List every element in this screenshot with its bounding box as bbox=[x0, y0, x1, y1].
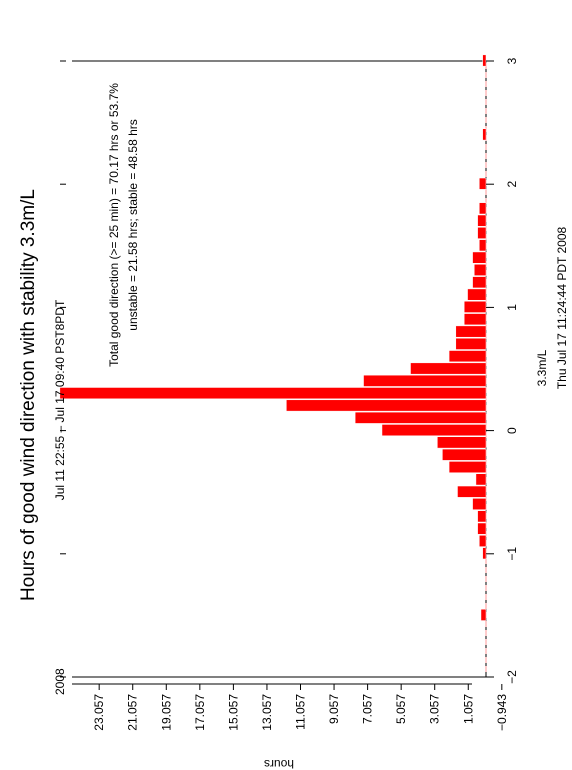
y-tick-label: 13.057 bbox=[260, 694, 274, 731]
bar bbox=[477, 227, 487, 239]
bar bbox=[448, 350, 487, 363]
y-tick-label: 19.057 bbox=[159, 694, 173, 731]
bar bbox=[479, 177, 487, 190]
bar-series bbox=[59, 54, 487, 621]
bar bbox=[455, 337, 487, 350]
chart-year: 2008 bbox=[53, 668, 67, 695]
x-tick-label: −1 bbox=[505, 547, 519, 561]
bar bbox=[479, 535, 487, 547]
bar bbox=[480, 608, 487, 621]
y-tick-label: 11.057 bbox=[293, 694, 307, 730]
x-tick-label: 1 bbox=[505, 304, 519, 311]
bar bbox=[457, 485, 487, 498]
y-tick-label: −0.943 bbox=[495, 694, 509, 731]
bar bbox=[59, 387, 487, 400]
x-tick-label: −2 bbox=[505, 670, 519, 684]
bar bbox=[410, 362, 487, 375]
bar bbox=[482, 128, 487, 141]
bar bbox=[472, 498, 487, 510]
y-axis-title: hours bbox=[264, 757, 294, 770]
bar bbox=[463, 300, 487, 313]
bar bbox=[472, 276, 487, 289]
bar bbox=[477, 510, 487, 523]
bar bbox=[363, 374, 487, 387]
y-tick-label: 23.057 bbox=[92, 694, 106, 731]
x-tick-label: 0 bbox=[505, 427, 519, 434]
summary-annotation-stability: unstable = 21.58 hrs; stable = 48.58 hrs bbox=[126, 119, 140, 330]
y-tick-label: 1.057 bbox=[461, 694, 475, 724]
bar bbox=[455, 325, 487, 338]
y-tick-label: 9.057 bbox=[327, 694, 341, 724]
bar bbox=[482, 54, 487, 67]
y-axis: −0.943 1.057 3.057 5.057 7.057 9.057 11.057 13.… bbox=[92, 684, 509, 731]
summary-annotation-total: Total good direction (>= 25 min) = 70.17… bbox=[107, 83, 121, 367]
chart-title: Hours of good wind direction with stabil… bbox=[18, 189, 39, 601]
x-tick-label: 3 bbox=[505, 57, 519, 64]
bar bbox=[467, 288, 487, 301]
bar bbox=[354, 411, 487, 424]
y-tick-label: 15.057 bbox=[226, 694, 240, 731]
bar bbox=[437, 436, 487, 449]
y-tick-label: 17.057 bbox=[193, 694, 207, 731]
y-tick-label: 7.057 bbox=[361, 694, 375, 724]
x-tick-label: 2 bbox=[505, 181, 519, 188]
x-axis-title: 3.3m/L bbox=[535, 349, 549, 386]
bar bbox=[477, 522, 487, 535]
bar bbox=[475, 473, 487, 486]
bar bbox=[463, 313, 487, 326]
bar bbox=[381, 424, 487, 437]
bar bbox=[479, 239, 487, 252]
y-tick-label: 21.057 bbox=[126, 694, 140, 731]
bar bbox=[482, 547, 487, 560]
bar bbox=[448, 461, 487, 473]
bar bbox=[477, 214, 487, 227]
render-timestamp: Thu Jul 17 11:24:44 PDT 2008 bbox=[555, 227, 569, 390]
x-axis: −2 −1 0 1 2 3 bbox=[60, 57, 519, 684]
bar bbox=[286, 399, 487, 412]
chart-period: Jul 11 22:55 – Jul 17 09:40 PST8PDT bbox=[53, 299, 67, 500]
y-tick-label: 5.057 bbox=[394, 694, 408, 724]
bar bbox=[479, 202, 487, 215]
bar bbox=[474, 264, 487, 276]
y-tick-label: 3.057 bbox=[428, 694, 442, 724]
bar bbox=[442, 448, 487, 461]
bar bbox=[472, 251, 487, 264]
